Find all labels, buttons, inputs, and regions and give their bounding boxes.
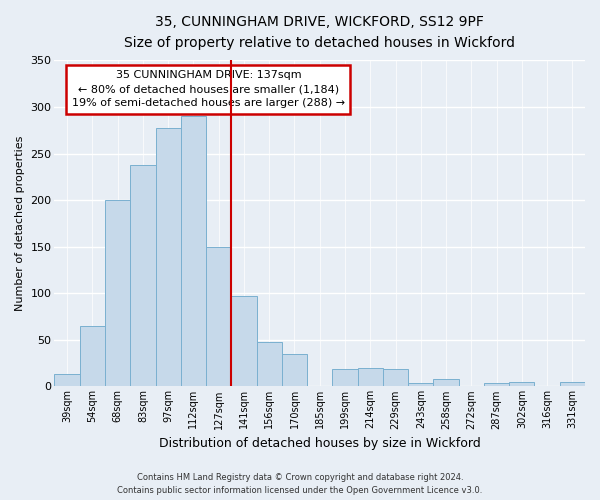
- Bar: [433, 379, 458, 386]
- Y-axis label: Number of detached properties: Number of detached properties: [15, 136, 25, 311]
- Bar: [332, 368, 358, 386]
- X-axis label: Distribution of detached houses by size in Wickford: Distribution of detached houses by size …: [159, 437, 481, 450]
- Bar: [232, 296, 257, 386]
- Bar: [408, 382, 433, 386]
- Bar: [484, 382, 509, 386]
- Text: 35 CUNNINGHAM DRIVE: 137sqm
← 80% of detached houses are smaller (1,184)
19% of : 35 CUNNINGHAM DRIVE: 137sqm ← 80% of det…: [72, 70, 345, 108]
- Bar: [509, 382, 535, 386]
- Bar: [282, 354, 307, 386]
- Bar: [55, 374, 80, 386]
- Bar: [105, 200, 130, 386]
- Bar: [181, 116, 206, 386]
- Text: Contains HM Land Registry data © Crown copyright and database right 2024.
Contai: Contains HM Land Registry data © Crown c…: [118, 474, 482, 495]
- Bar: [206, 246, 232, 386]
- Bar: [358, 368, 383, 386]
- Bar: [560, 382, 585, 386]
- Bar: [80, 326, 105, 386]
- Title: 35, CUNNINGHAM DRIVE, WICKFORD, SS12 9PF
Size of property relative to detached h: 35, CUNNINGHAM DRIVE, WICKFORD, SS12 9PF…: [124, 15, 515, 50]
- Bar: [155, 128, 181, 386]
- Bar: [383, 368, 408, 386]
- Bar: [257, 342, 282, 386]
- Bar: [130, 165, 155, 386]
